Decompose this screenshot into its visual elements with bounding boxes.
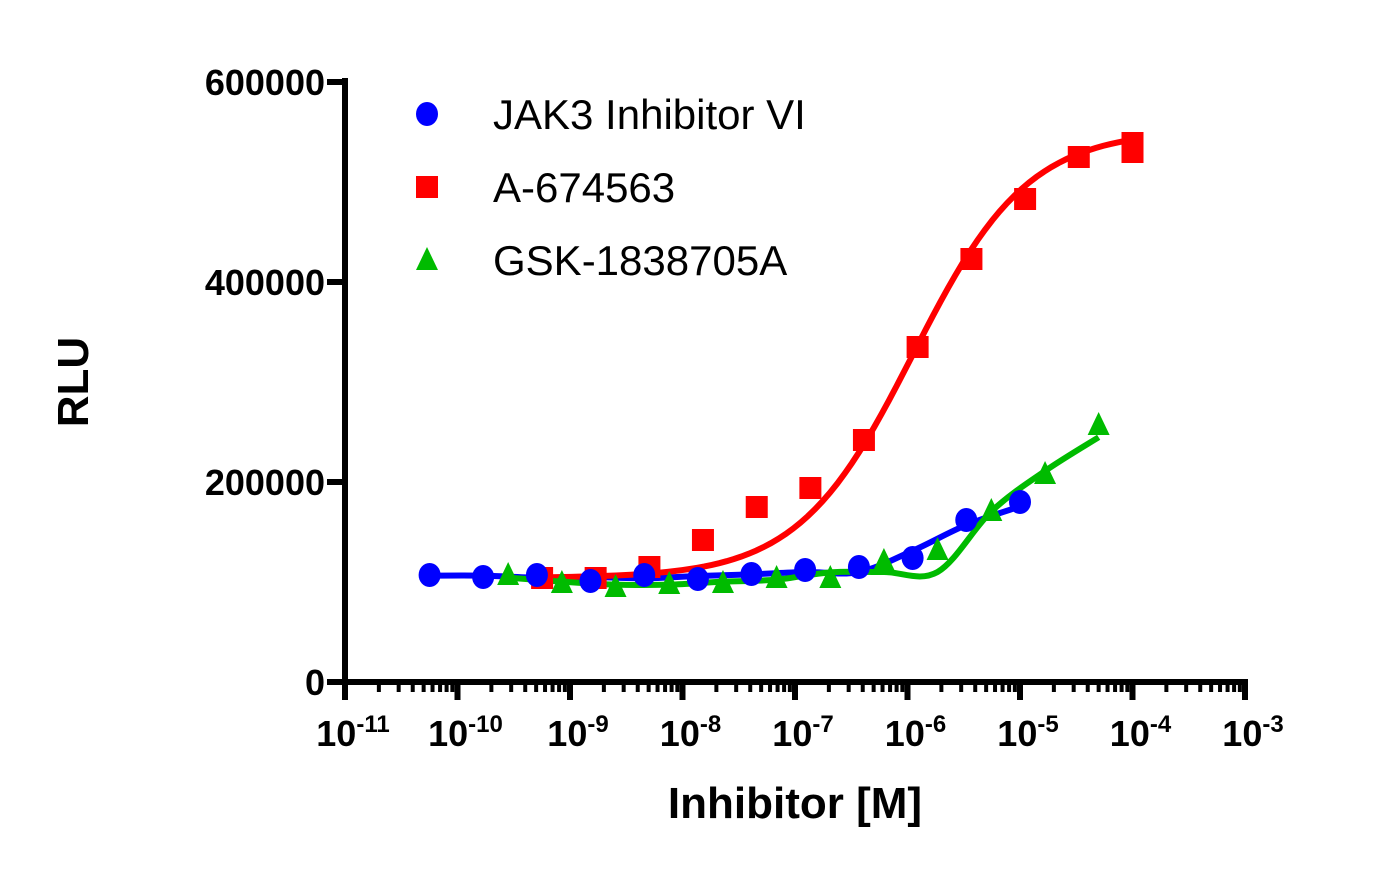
data-point-circle [740, 562, 763, 586]
legend-label: JAK3 Inhibitor VI [493, 91, 806, 138]
data-point-square [1121, 141, 1144, 163]
data-point-square [691, 529, 714, 551]
data-point-triangle [765, 565, 788, 588]
x-tick-label: 10-4 [1110, 711, 1172, 754]
legend-triangle-icon [416, 247, 438, 270]
data-point-circle [579, 569, 602, 593]
data-point-triangle [1087, 412, 1110, 435]
legend-label: A-674563 [493, 164, 675, 211]
x-tick-label: 10-5 [997, 711, 1058, 754]
data-point-circle [633, 563, 656, 587]
data-point-triangle [819, 565, 842, 588]
y-tick-label: 400000 [205, 262, 325, 303]
data-point-square [799, 477, 822, 499]
data-point-circle [418, 563, 441, 587]
data-point-square [960, 248, 983, 270]
data-point-triangle [872, 548, 895, 571]
axes: 0 200000 400000 600000 10-11 10-10 10-9 10-8 10-… [205, 62, 1284, 754]
x-tick-label: 10-3 [1222, 711, 1283, 754]
data-point-square [1067, 146, 1090, 168]
data-point-triangle [550, 570, 573, 593]
legend-label: GSK-1838705A [493, 237, 787, 284]
legend: JAK3 Inhibitor VI A-674563 GSK-1838705A [416, 91, 806, 284]
y-tick-label: 0 [305, 662, 325, 703]
data-point-square [852, 429, 875, 451]
data-point-triangle [711, 570, 734, 593]
y-tick-label: 600000 [205, 62, 325, 103]
data-point-triangle [604, 574, 627, 597]
data-point-circle [525, 563, 548, 587]
legend-square-icon [416, 176, 438, 198]
x-tick-label: 10-7 [772, 711, 833, 754]
x-tick-label: 10-11 [316, 711, 389, 754]
legend-circle-icon [416, 102, 438, 126]
data-point-circle [794, 558, 817, 582]
data-point-triangle [497, 562, 520, 585]
y-axis-title: RLU [49, 337, 98, 427]
data-point-square [745, 496, 768, 518]
x-axis-title: Inhibitor [M] [668, 779, 922, 828]
x-tick-label: 10-9 [547, 711, 608, 754]
data-point-square [1014, 188, 1037, 210]
x-tick-label: 10-6 [885, 711, 946, 754]
data-point-circle [901, 546, 924, 570]
data-point-circle [847, 555, 870, 579]
data-point-circle [955, 508, 978, 532]
data-point-circle [472, 565, 495, 589]
data-point-triangle [1034, 461, 1057, 484]
data-point-circle [686, 567, 709, 591]
x-tick-label: 10-10 [428, 711, 503, 754]
fit-curve-0 [429, 503, 1021, 582]
x-tick-label: 10-8 [660, 711, 721, 754]
data-point-circle [1009, 490, 1031, 514]
data-point-triangle [980, 498, 1003, 521]
data-points [418, 132, 1144, 597]
y-tick-label: 200000 [205, 462, 325, 503]
data-point-square [906, 336, 929, 358]
data-point-triangle [658, 571, 681, 594]
data-point-triangle [926, 537, 949, 560]
